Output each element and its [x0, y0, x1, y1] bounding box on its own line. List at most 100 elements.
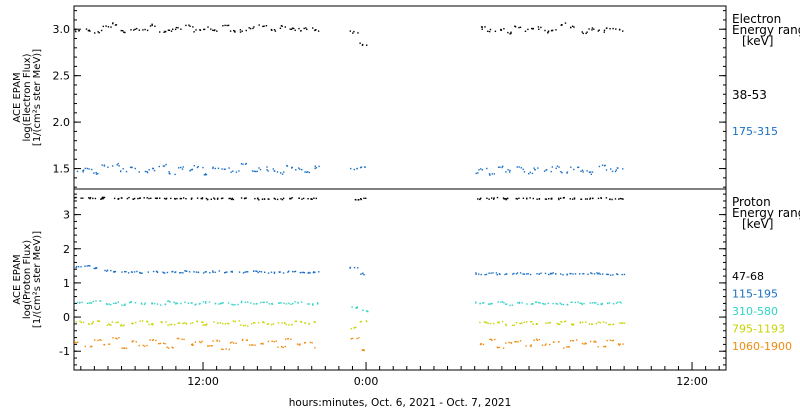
data-point [165, 197, 168, 200]
data-point [584, 198, 587, 200]
data-point [603, 345, 605, 348]
data-point [253, 303, 255, 305]
data-point [601, 164, 604, 166]
data-point [590, 173, 592, 175]
data-point [202, 166, 204, 169]
data-point [249, 344, 251, 346]
data-point [501, 166, 503, 169]
data-point [138, 171, 140, 173]
data-point [212, 271, 214, 273]
data-point [205, 197, 208, 200]
data-point [91, 345, 93, 348]
data-point [281, 173, 284, 175]
data-point [614, 170, 617, 173]
data-point [569, 198, 571, 200]
data-point [258, 167, 260, 169]
data-point [108, 323, 110, 325]
data-point [90, 323, 93, 325]
data-point [201, 321, 203, 323]
data-point [363, 349, 365, 352]
data-point [93, 267, 95, 270]
data-point [252, 27, 254, 30]
data-point [86, 265, 88, 267]
data-point [545, 322, 547, 324]
data-point [508, 341, 510, 344]
data-point [564, 22, 567, 24]
data-point [212, 340, 214, 342]
data-point [230, 171, 232, 173]
data-point [260, 271, 263, 273]
data-point [206, 323, 208, 325]
data-point [597, 346, 599, 348]
data-point [353, 30, 355, 33]
data-point [101, 197, 103, 200]
data-point [75, 342, 77, 344]
data-point [600, 303, 602, 305]
data-point [185, 24, 187, 27]
data-point [360, 320, 362, 323]
data-point [106, 324, 108, 326]
data-point [94, 32, 96, 34]
data-point [244, 163, 247, 165]
y-tick-label: 2.0 [53, 116, 71, 129]
data-point [353, 326, 355, 329]
data-point [485, 321, 488, 323]
data-point [527, 273, 529, 275]
data-point [579, 322, 582, 324]
data-point [277, 346, 279, 348]
data-point [259, 270, 261, 273]
data-point [536, 198, 538, 200]
data-point [294, 29, 296, 31]
data-point [605, 322, 607, 324]
data-point [505, 323, 507, 326]
data-point [547, 302, 549, 305]
data-point [479, 321, 481, 324]
data-point [600, 197, 602, 199]
data-point [547, 322, 549, 324]
data-point [181, 168, 184, 170]
data-point [240, 301, 243, 304]
data-point [166, 271, 169, 274]
data-point [148, 197, 150, 200]
data-point [233, 29, 235, 32]
data-point [168, 29, 171, 31]
data-point [85, 28, 88, 30]
data-point [134, 28, 136, 30]
data-point [146, 320, 148, 322]
data-point [240, 324, 242, 326]
data-point [184, 270, 186, 272]
data-point [502, 165, 504, 168]
data-point [520, 322, 522, 325]
data-point [475, 172, 477, 175]
data-point [97, 31, 99, 33]
data-point [214, 167, 216, 170]
data-point [487, 322, 489, 325]
data-point [290, 338, 292, 340]
data-point [497, 301, 499, 303]
data-point [570, 340, 572, 342]
data-point [242, 163, 244, 165]
data-point [560, 303, 563, 305]
data-point [88, 302, 90, 304]
data-point [303, 27, 305, 30]
y-tick-label: 2 [63, 243, 70, 256]
data-point [479, 303, 481, 305]
data-point [281, 346, 283, 348]
data-point [131, 340, 133, 343]
data-point [122, 30, 124, 32]
data-point [120, 324, 123, 326]
data-point [284, 322, 286, 324]
data-point [143, 303, 146, 306]
data-point [491, 197, 493, 199]
data-point [615, 302, 618, 304]
data-point [190, 198, 193, 200]
data-point [484, 26, 486, 28]
data-point [497, 321, 499, 324]
legend-title-line: Energy range [732, 206, 800, 220]
data-point [499, 273, 501, 276]
data-point [94, 267, 97, 270]
data-point [530, 345, 532, 348]
data-point [572, 273, 574, 275]
